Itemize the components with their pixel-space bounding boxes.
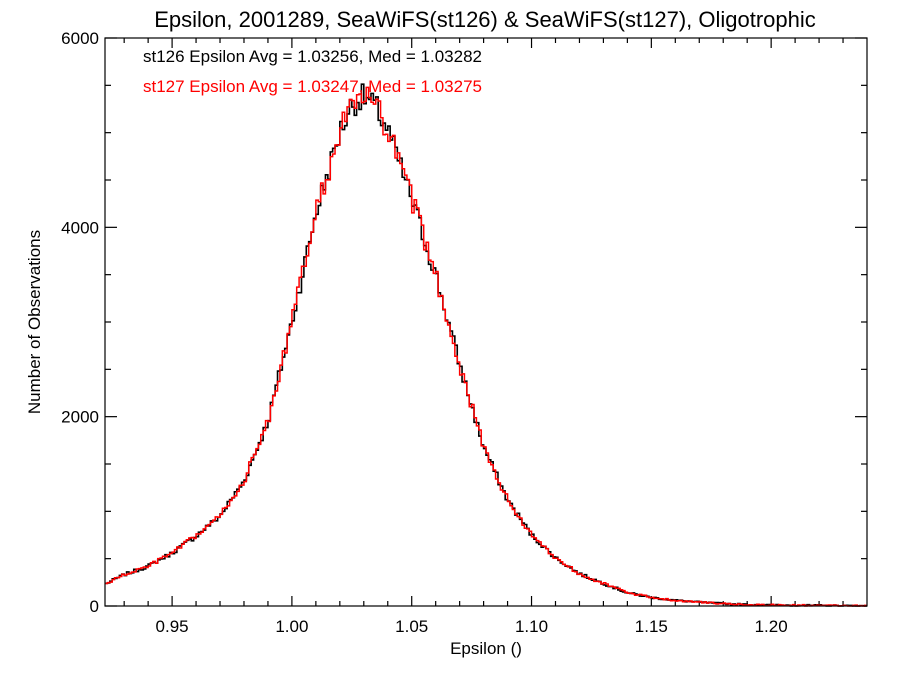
- x-tick-label: 1.15: [635, 617, 668, 636]
- st126-stats-annotation: st126 Epsilon Avg = 1.03256, Med = 1.032…: [143, 47, 482, 66]
- x-tick-label: 0.95: [156, 617, 189, 636]
- x-tick-label: 1.20: [755, 617, 788, 636]
- plot-frame: [104, 37, 868, 607]
- x-tick-label: 1.00: [275, 617, 308, 636]
- st127-stats-annotation: st127 Epsilon Avg = 1.03247, Med = 1.032…: [143, 77, 482, 96]
- st126-histogram-line: [105, 83, 867, 607]
- x-axis-label: Epsilon (): [450, 639, 522, 658]
- y-axis-label: Number of Observations: [25, 230, 44, 414]
- x-tick-label: 1.10: [515, 617, 548, 636]
- y-tick-label: 0: [90, 597, 99, 616]
- chart-title: Epsilon, 2001289, SeaWiFS(st126) & SeaWi…: [154, 7, 816, 32]
- histogram-series: [105, 83, 867, 607]
- y-tick-label: 4000: [61, 218, 99, 237]
- x-tick-label: 1.05: [395, 617, 428, 636]
- axis-ticks: 0.95 1.00 1.05 1.10 1.15 1.20 0 2000 4000 6000: [61, 29, 867, 636]
- st127-histogram-line: [105, 86, 867, 607]
- y-tick-label: 6000: [61, 29, 99, 48]
- y-tick-label: 2000: [61, 408, 99, 427]
